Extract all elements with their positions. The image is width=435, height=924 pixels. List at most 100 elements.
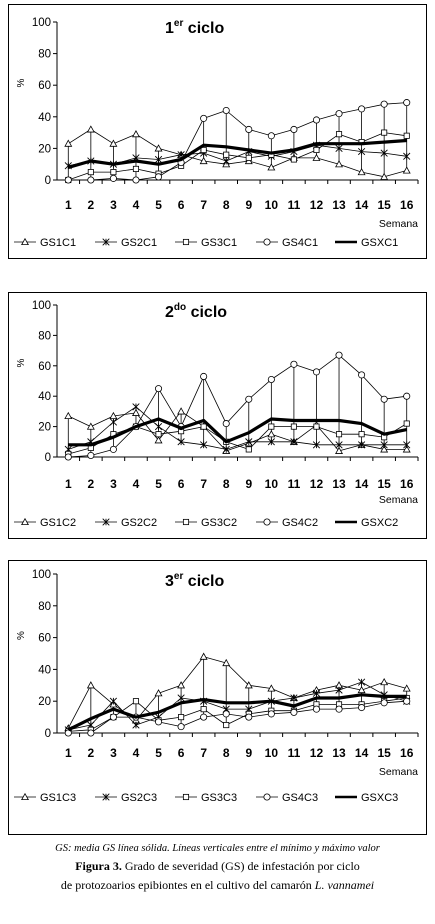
x-tick-label: 7 bbox=[200, 477, 207, 491]
x-tick-label: 12 bbox=[310, 477, 324, 491]
data-point bbox=[312, 116, 321, 124]
x-tick-label: 11 bbox=[288, 477, 301, 491]
data-point bbox=[403, 152, 411, 160]
data-point bbox=[380, 699, 388, 707]
x-tick-label: 11 bbox=[288, 198, 301, 212]
series-line bbox=[68, 354, 407, 458]
x-tick-label: 9 bbox=[245, 746, 252, 760]
data-point bbox=[109, 418, 118, 426]
data-point bbox=[64, 453, 72, 461]
data-point bbox=[87, 176, 95, 184]
x-tick-label: 16 bbox=[400, 477, 414, 491]
y-axis-label: % bbox=[16, 631, 27, 640]
data-point bbox=[357, 147, 366, 156]
data-point bbox=[290, 360, 298, 368]
x-tick-label: 6 bbox=[178, 746, 185, 760]
y-tick-label: 0 bbox=[45, 728, 51, 740]
legend-label: GS2C2 bbox=[121, 517, 157, 529]
data-point bbox=[357, 678, 366, 686]
data-point bbox=[132, 165, 140, 172]
data-point bbox=[245, 446, 252, 453]
x-tick-label: 12 bbox=[310, 198, 324, 212]
legend: GS1C3 GS2C3 GS3C3 GS4C3 GSXC3 bbox=[14, 792, 398, 804]
legend-label: GS1C2 bbox=[40, 517, 76, 529]
data-point bbox=[222, 710, 230, 718]
data-point bbox=[223, 722, 230, 729]
legend-label: GS4C1 bbox=[282, 237, 318, 249]
data-point bbox=[313, 146, 320, 154]
legend-label: GS4C2 bbox=[282, 517, 318, 529]
series-line bbox=[68, 132, 407, 181]
data-point bbox=[200, 146, 207, 154]
data-point bbox=[380, 677, 389, 686]
x-tick-label: 2 bbox=[88, 477, 95, 491]
legend-label: GS4C3 bbox=[282, 792, 318, 804]
data-point bbox=[245, 154, 252, 161]
y-tick-label: 60 bbox=[38, 633, 51, 645]
x-tick-label: 14 bbox=[355, 198, 369, 212]
data-point bbox=[312, 153, 321, 161]
data-point bbox=[177, 681, 186, 689]
data-point bbox=[177, 407, 186, 415]
y-tick-label: 100 bbox=[32, 300, 51, 312]
y-tick-label: 100 bbox=[32, 569, 51, 581]
data-point bbox=[358, 105, 366, 113]
data-point bbox=[290, 423, 297, 430]
data-point bbox=[402, 684, 411, 692]
x-tick-label: 5 bbox=[155, 198, 162, 212]
x-axis-label: Semana bbox=[379, 218, 418, 230]
data-point bbox=[86, 681, 95, 689]
data-point bbox=[312, 689, 321, 697]
data-point bbox=[154, 385, 163, 393]
x-tick-label: 1 bbox=[65, 746, 72, 760]
data-point bbox=[403, 99, 411, 107]
series-GSXC3 bbox=[67, 693, 407, 732]
x-tick-label: 2 bbox=[88, 198, 95, 212]
data-point bbox=[132, 176, 140, 184]
data-point bbox=[403, 441, 411, 449]
data-point bbox=[403, 132, 410, 139]
data-point bbox=[245, 713, 253, 721]
legend-label: GS1C3 bbox=[40, 792, 76, 804]
data-point bbox=[312, 705, 321, 713]
y-tick-label: 20 bbox=[38, 143, 51, 155]
x-tick-label: 6 bbox=[178, 198, 185, 212]
data-point bbox=[380, 445, 389, 453]
series-line bbox=[68, 102, 407, 181]
data-point bbox=[357, 167, 366, 176]
data-point bbox=[267, 684, 276, 692]
legend: GS1C1 GS2C1 GS3C1 GS4C1 GSXC1 bbox=[14, 237, 398, 249]
y-tick-label: 60 bbox=[38, 80, 51, 92]
data-point bbox=[200, 713, 208, 721]
data-point bbox=[245, 125, 253, 133]
series-GSXC1 bbox=[67, 138, 407, 169]
caption-title: Figura 3. Grado de severidad (GS) de inf… bbox=[75, 859, 360, 873]
chart-frame bbox=[8, 292, 427, 539]
legend-marker bbox=[102, 518, 110, 526]
data-point bbox=[131, 408, 140, 416]
data-point bbox=[402, 166, 411, 174]
data-point bbox=[335, 705, 343, 713]
legend-label: GS2C3 bbox=[121, 792, 157, 804]
series-GS4C3 bbox=[64, 697, 411, 737]
data-point bbox=[380, 149, 388, 157]
series-GS1C1 bbox=[64, 125, 411, 180]
chart-title: 3er ciclo bbox=[165, 571, 224, 590]
data-point bbox=[357, 441, 366, 449]
series-GS4C1 bbox=[64, 99, 411, 184]
data-point bbox=[403, 420, 410, 427]
data-point bbox=[222, 658, 231, 667]
chart-title: 1er ciclo bbox=[165, 18, 224, 37]
y-axis-label: % bbox=[16, 78, 27, 87]
legend-marker bbox=[182, 518, 190, 526]
data-point bbox=[131, 130, 140, 138]
data-point bbox=[200, 441, 208, 449]
data-point bbox=[154, 436, 163, 444]
x-tick-label: 15 bbox=[377, 477, 391, 491]
legend-marker bbox=[263, 793, 271, 801]
data-point bbox=[154, 422, 163, 431]
legend-marker bbox=[182, 793, 190, 801]
data-point bbox=[87, 451, 95, 460]
chart-frame bbox=[8, 4, 427, 259]
x-tick-label: 2 bbox=[88, 746, 95, 760]
